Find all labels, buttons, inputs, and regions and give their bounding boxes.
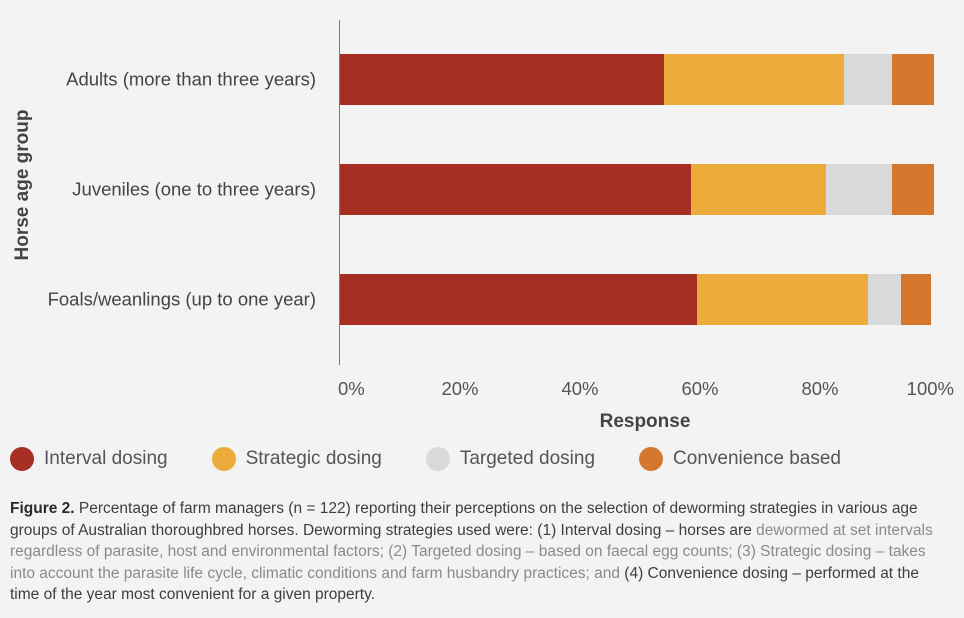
bar-segment-targeted-dosing-1 bbox=[826, 164, 892, 215]
x-tick-label-3: 60% bbox=[681, 378, 718, 399]
x-tick-label-5: 100% bbox=[907, 378, 954, 399]
category-label-2: Foals/weanlings (up to one year) bbox=[48, 289, 316, 310]
legend-swatch-convenience-based bbox=[639, 447, 664, 471]
bar-segment-strategic-dosing-0 bbox=[664, 54, 844, 105]
legend-item-interval-dosing: Interval dosing bbox=[10, 447, 168, 471]
bar-segment-targeted-dosing-2 bbox=[868, 274, 901, 325]
legend-item-convenience-based: Convenience based bbox=[639, 447, 841, 471]
bar-segment-targeted-dosing-0 bbox=[844, 54, 892, 105]
x-tick-label-1: 20% bbox=[441, 378, 478, 399]
y-axis-title: Horse age group bbox=[12, 110, 33, 261]
legend-label-strategic-dosing: Strategic dosing bbox=[245, 448, 382, 469]
bar-segment-interval-dosing-2 bbox=[340, 274, 697, 325]
legend-item-targeted-dosing: Targeted dosing bbox=[425, 447, 596, 471]
legend-swatch-strategic-dosing bbox=[211, 447, 236, 471]
x-tick-label-0: 0% bbox=[338, 378, 365, 399]
stacked-bar-chart: Horse age group Adults (more than three … bbox=[12, 20, 954, 432]
bar-segment-strategic-dosing-2 bbox=[697, 274, 868, 325]
bar-segment-interval-dosing-0 bbox=[340, 54, 664, 105]
x-tick-labels: 0% 20% 40% 60% 80% 100% bbox=[338, 378, 954, 399]
bar-segment-convenience-based-1 bbox=[892, 164, 934, 215]
bar-segment-convenience-based-0 bbox=[892, 54, 934, 105]
category-labels: Adults (more than three years) Juveniles … bbox=[48, 69, 316, 310]
legend-label-targeted-dosing: Targeted dosing bbox=[459, 448, 596, 469]
x-tick-label-4: 80% bbox=[801, 378, 838, 399]
caption-text-1: Percentage of farm managers (n = 122) re… bbox=[10, 500, 918, 539]
legend-label-interval-dosing: Interval dosing bbox=[44, 448, 168, 469]
bars-group bbox=[340, 54, 934, 325]
bar-segment-interval-dosing-1 bbox=[340, 164, 691, 215]
legend-swatch-interval-dosing bbox=[10, 447, 34, 471]
y-axis-title-group: Horse age group bbox=[12, 110, 33, 261]
legend-item-strategic-dosing: Strategic dosing bbox=[211, 447, 382, 471]
category-label-0: Adults (more than three years) bbox=[66, 69, 316, 90]
caption-label: Figure 2. bbox=[10, 500, 75, 517]
legend-label-convenience-based: Convenience based bbox=[673, 448, 842, 469]
x-axis-title: Response bbox=[600, 411, 691, 432]
bar-segment-strategic-dosing-1 bbox=[691, 164, 826, 215]
legend-swatch-targeted-dosing bbox=[425, 447, 450, 471]
bar-segment-convenience-based-2 bbox=[901, 274, 931, 325]
legend: Interval dosing Strategic dosing Targeted … bbox=[10, 447, 885, 471]
caption-text-2: dewormed at set intervals regardless of … bbox=[10, 521, 933, 582]
category-label-1: Juveniles (one to three years) bbox=[72, 179, 316, 200]
figure-caption: Figure 2. Percentage of farm managers (n… bbox=[10, 498, 950, 606]
caption-text-3: (4) Convenience dosing – performed at th… bbox=[10, 564, 919, 604]
x-tick-label-2: 40% bbox=[561, 378, 598, 399]
